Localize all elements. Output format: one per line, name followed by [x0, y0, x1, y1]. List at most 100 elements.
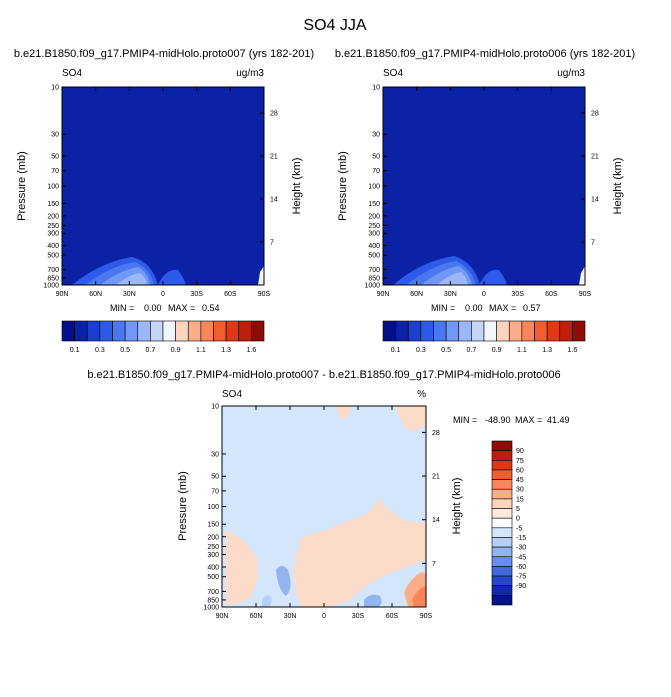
colorbar-label: -90	[516, 583, 526, 590]
colorbar-box	[491, 450, 513, 461]
y-axis-label: Pressure (mb)	[16, 151, 28, 221]
colorbar-label: -60	[516, 564, 526, 571]
positive-region-7	[412, 586, 426, 607]
positive-region-5	[396, 406, 426, 431]
colorbar-box	[491, 459, 513, 471]
colorbar-box	[124, 320, 139, 342]
min-value: -48.90	[485, 415, 511, 425]
colorbar-label: 1.1	[196, 347, 206, 354]
so4-contour-5	[479, 269, 507, 285]
y-tick-label: 850	[47, 276, 59, 283]
y-tick-label: 1000	[364, 283, 380, 290]
colorbar-box	[74, 320, 88, 342]
colorbar-box	[225, 320, 240, 342]
colorbar-box	[491, 469, 513, 480]
colorbar-label: 5	[516, 506, 520, 513]
colorbar-label: 15	[516, 496, 524, 503]
colorbar-label: 60	[516, 467, 524, 474]
x-tick-label: 90S	[258, 291, 271, 298]
colorbar-label: 45	[516, 477, 524, 484]
x-tick-label: 90N	[377, 291, 390, 298]
negative-region-1	[276, 566, 291, 596]
field-background	[62, 87, 264, 285]
y-tick-label: 300	[207, 552, 219, 559]
y-tick-label: 50	[51, 154, 59, 161]
positive-region-3	[300, 525, 348, 552]
y2-tick-label: 7	[270, 240, 274, 247]
y2-tick-label: 7	[591, 240, 595, 247]
colorbar-box	[491, 575, 513, 587]
colorbar-box	[559, 320, 573, 342]
y-axis-label: Pressure (mb)	[177, 471, 189, 541]
colorbar-label: 0.1	[70, 347, 80, 354]
variable-label: SO4	[222, 389, 242, 400]
min-value: 0.00	[144, 303, 162, 313]
y2-tick-label: 7	[432, 561, 436, 568]
x-tick-label: 0	[482, 291, 486, 298]
y2-tick-label: 28	[591, 111, 599, 118]
variable-label: SO4	[383, 68, 403, 79]
min-value: 0.00	[465, 303, 483, 313]
x-tick-label: 60S	[224, 291, 237, 298]
y-tick-label: 400	[207, 565, 219, 572]
colorbar-label: 0.9	[492, 347, 502, 354]
colorbar-box	[491, 440, 513, 451]
variable-label: SO4	[62, 68, 82, 79]
so4-contour-4	[116, 273, 147, 285]
colorbar-box	[99, 320, 113, 342]
colorbar-label: 1.3	[221, 347, 231, 354]
y-tick-label: 400	[47, 243, 59, 250]
colorbar-box	[491, 537, 513, 548]
units-label: ug/m3	[236, 68, 264, 79]
min-label: MIN =	[453, 415, 477, 425]
panel-title: b.e21.B1850.f09_g17.PMIP4-midHolo.proto0…	[87, 369, 560, 381]
colorbar-box	[420, 320, 434, 342]
x-tick-label: 90N	[56, 291, 69, 298]
colorbar-label: 1.6	[568, 347, 578, 354]
so4-polar-white	[258, 266, 264, 285]
colorbar-box	[483, 320, 497, 342]
colorbar-label: 90	[516, 448, 524, 455]
y-tick-label: 1000	[43, 283, 59, 290]
colorbar-label: -30	[516, 545, 526, 552]
y-tick-label: 250	[207, 544, 219, 551]
max-label: MAX =	[515, 415, 542, 425]
colorbar-label: 30	[516, 487, 524, 494]
y-tick-label: 100	[368, 184, 380, 191]
y-tick-label: 150	[207, 522, 219, 529]
colorbar-box	[61, 320, 75, 342]
colorbar-label: 0.3	[95, 347, 105, 354]
min-label: MIN =	[431, 303, 455, 313]
colorbar-label: 0.5	[441, 347, 451, 354]
field-background	[383, 87, 585, 285]
colorbar-label: -15	[516, 535, 526, 542]
colorbar-box	[395, 320, 409, 342]
y2-tick-label: 28	[432, 430, 440, 437]
colorbar-box	[162, 320, 176, 342]
panel-top-left: b.e21.B1850.f09_g17.PMIP4-midHolo.proto0…	[14, 48, 314, 354]
colorbar-box	[112, 320, 126, 342]
panel-top-right: b.e21.B1850.f09_g17.PMIP4-midHolo.proto0…	[335, 48, 635, 354]
x-tick-label: 90N	[216, 613, 229, 620]
max-value: 0.54	[202, 303, 220, 313]
colorbar-box	[433, 320, 447, 342]
axes: 90N 60N 30N 0 30S 60S 90S 10 30 50 70 100 150 200 2503…	[203, 404, 439, 621]
x-tick-label: 30S	[511, 291, 524, 298]
colorbar-label: 75	[516, 458, 524, 465]
y2-axis-label: Height (km)	[291, 158, 303, 215]
colorbar-box	[471, 320, 485, 342]
colorbar: 90 75 60 45 30 15 5 0 -5 -15 -30 -45 -60 -75 -90	[491, 440, 526, 606]
y-tick-label: 500	[47, 253, 59, 260]
colorbar-label: -45	[516, 554, 526, 561]
panel-title: b.e21.B1850.f09_g17.PMIP4-midHolo.proto0…	[14, 48, 314, 60]
colorbar-label: 0.9	[171, 347, 181, 354]
y2-tick-label: 21	[270, 154, 278, 161]
colorbar: 0.1 0.3 0.5 0.7 0.9 1.1 1.3 1.6	[61, 320, 265, 354]
x-tick-label: 90S	[420, 613, 433, 620]
negative-region-3	[262, 595, 272, 607]
plot-field	[383, 87, 585, 285]
colorbar-box	[491, 546, 513, 558]
colorbar-label: 0.7	[146, 347, 156, 354]
colorbar-box	[445, 320, 460, 342]
